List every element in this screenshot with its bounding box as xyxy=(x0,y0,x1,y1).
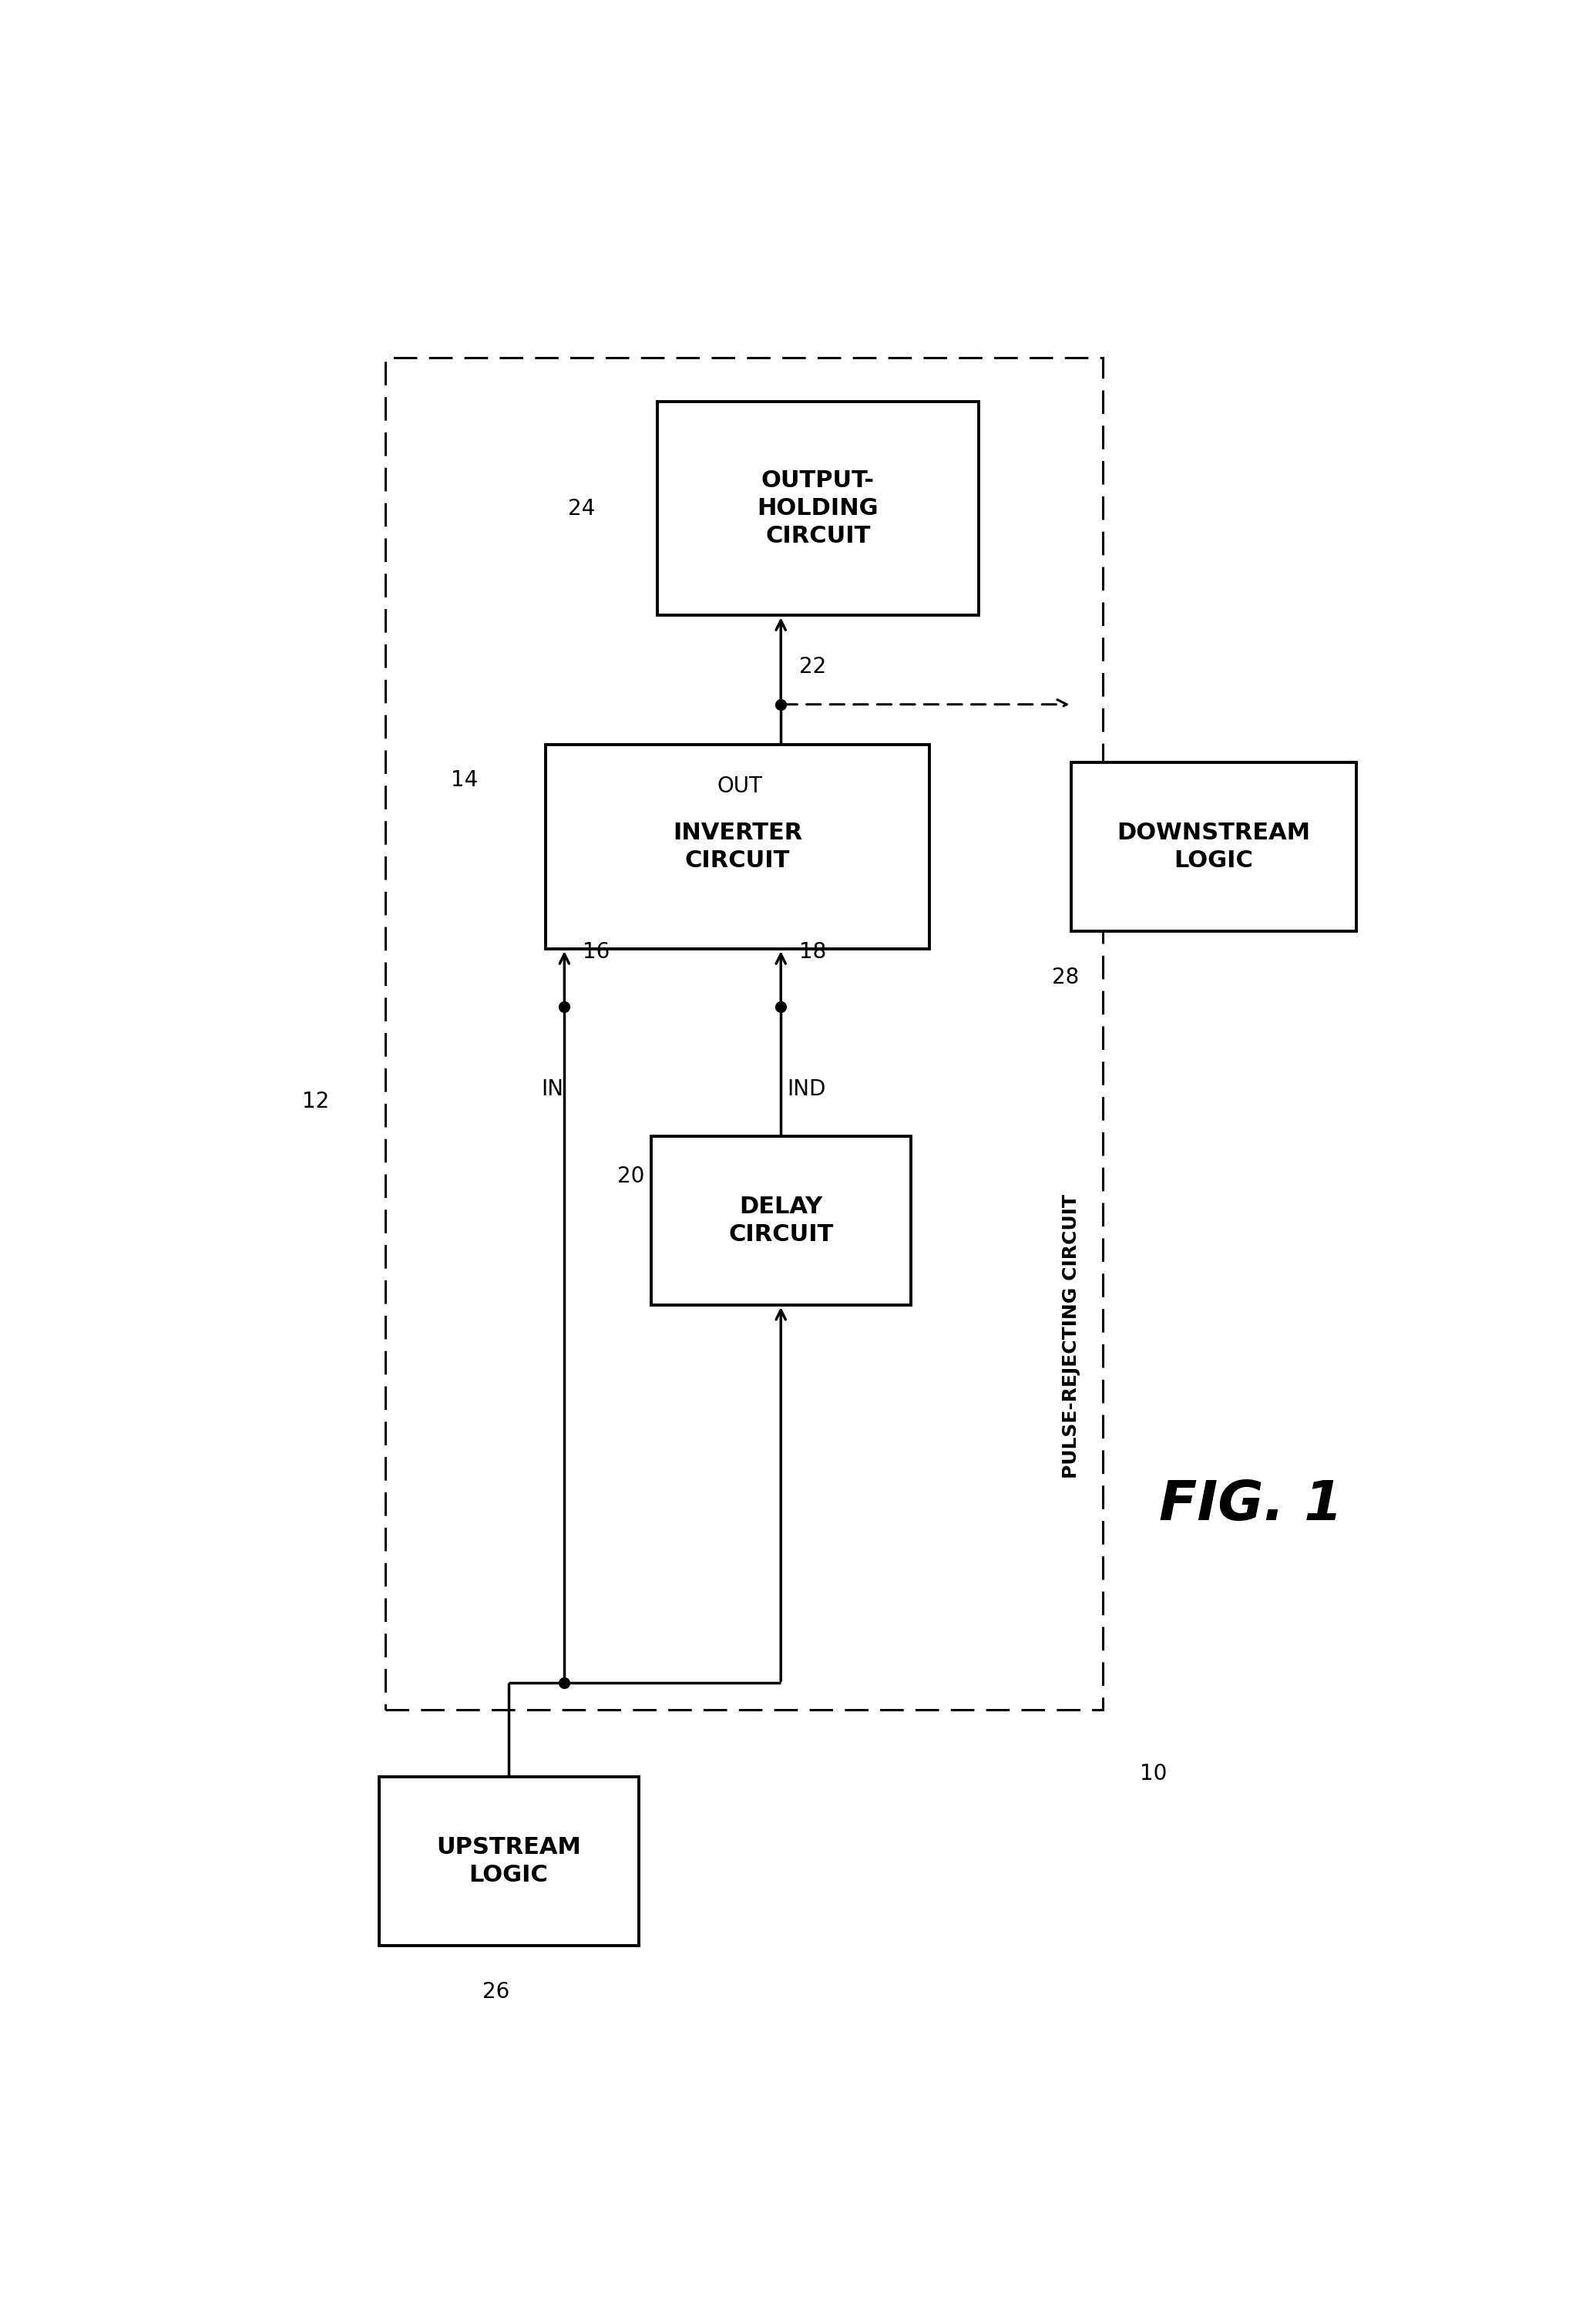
Bar xyxy=(378,1777,638,1946)
Text: 20: 20 xyxy=(618,1165,645,1188)
Text: UPSTREAM
LOGIC: UPSTREAM LOGIC xyxy=(436,1835,581,1886)
Text: 24: 24 xyxy=(568,497,595,520)
Point xyxy=(768,686,793,723)
Text: 12: 12 xyxy=(302,1091,329,1112)
Text: 22: 22 xyxy=(800,656,827,677)
Text: 14: 14 xyxy=(450,770,477,790)
Text: 10: 10 xyxy=(1140,1763,1167,1784)
Text: OUT: OUT xyxy=(717,776,763,797)
Bar xyxy=(546,744,929,950)
Text: OUTPUT-
HOLDING
CIRCUIT: OUTPUT- HOLDING CIRCUIT xyxy=(757,469,879,548)
Bar xyxy=(385,358,1103,1710)
Text: IN: IN xyxy=(541,1079,563,1100)
Text: 18: 18 xyxy=(800,941,827,961)
Text: 16: 16 xyxy=(583,941,610,961)
Bar xyxy=(658,402,978,615)
Point xyxy=(768,989,793,1026)
Text: PULSE-REJECTING CIRCUIT: PULSE-REJECTING CIRCUIT xyxy=(1063,1195,1080,1479)
Point xyxy=(552,1664,578,1701)
Text: IND: IND xyxy=(787,1079,825,1100)
Text: 26: 26 xyxy=(482,1981,511,2004)
Bar xyxy=(1071,763,1357,931)
Text: FIG. 1: FIG. 1 xyxy=(1159,1479,1342,1532)
Text: DELAY
CIRCUIT: DELAY CIRCUIT xyxy=(728,1195,833,1246)
Text: INVERTER
CIRCUIT: INVERTER CIRCUIT xyxy=(674,823,803,871)
Bar xyxy=(651,1137,911,1306)
Text: 28: 28 xyxy=(1052,966,1079,989)
Point xyxy=(552,989,578,1026)
Text: DOWNSTREAM
LOGIC: DOWNSTREAM LOGIC xyxy=(1117,823,1310,871)
